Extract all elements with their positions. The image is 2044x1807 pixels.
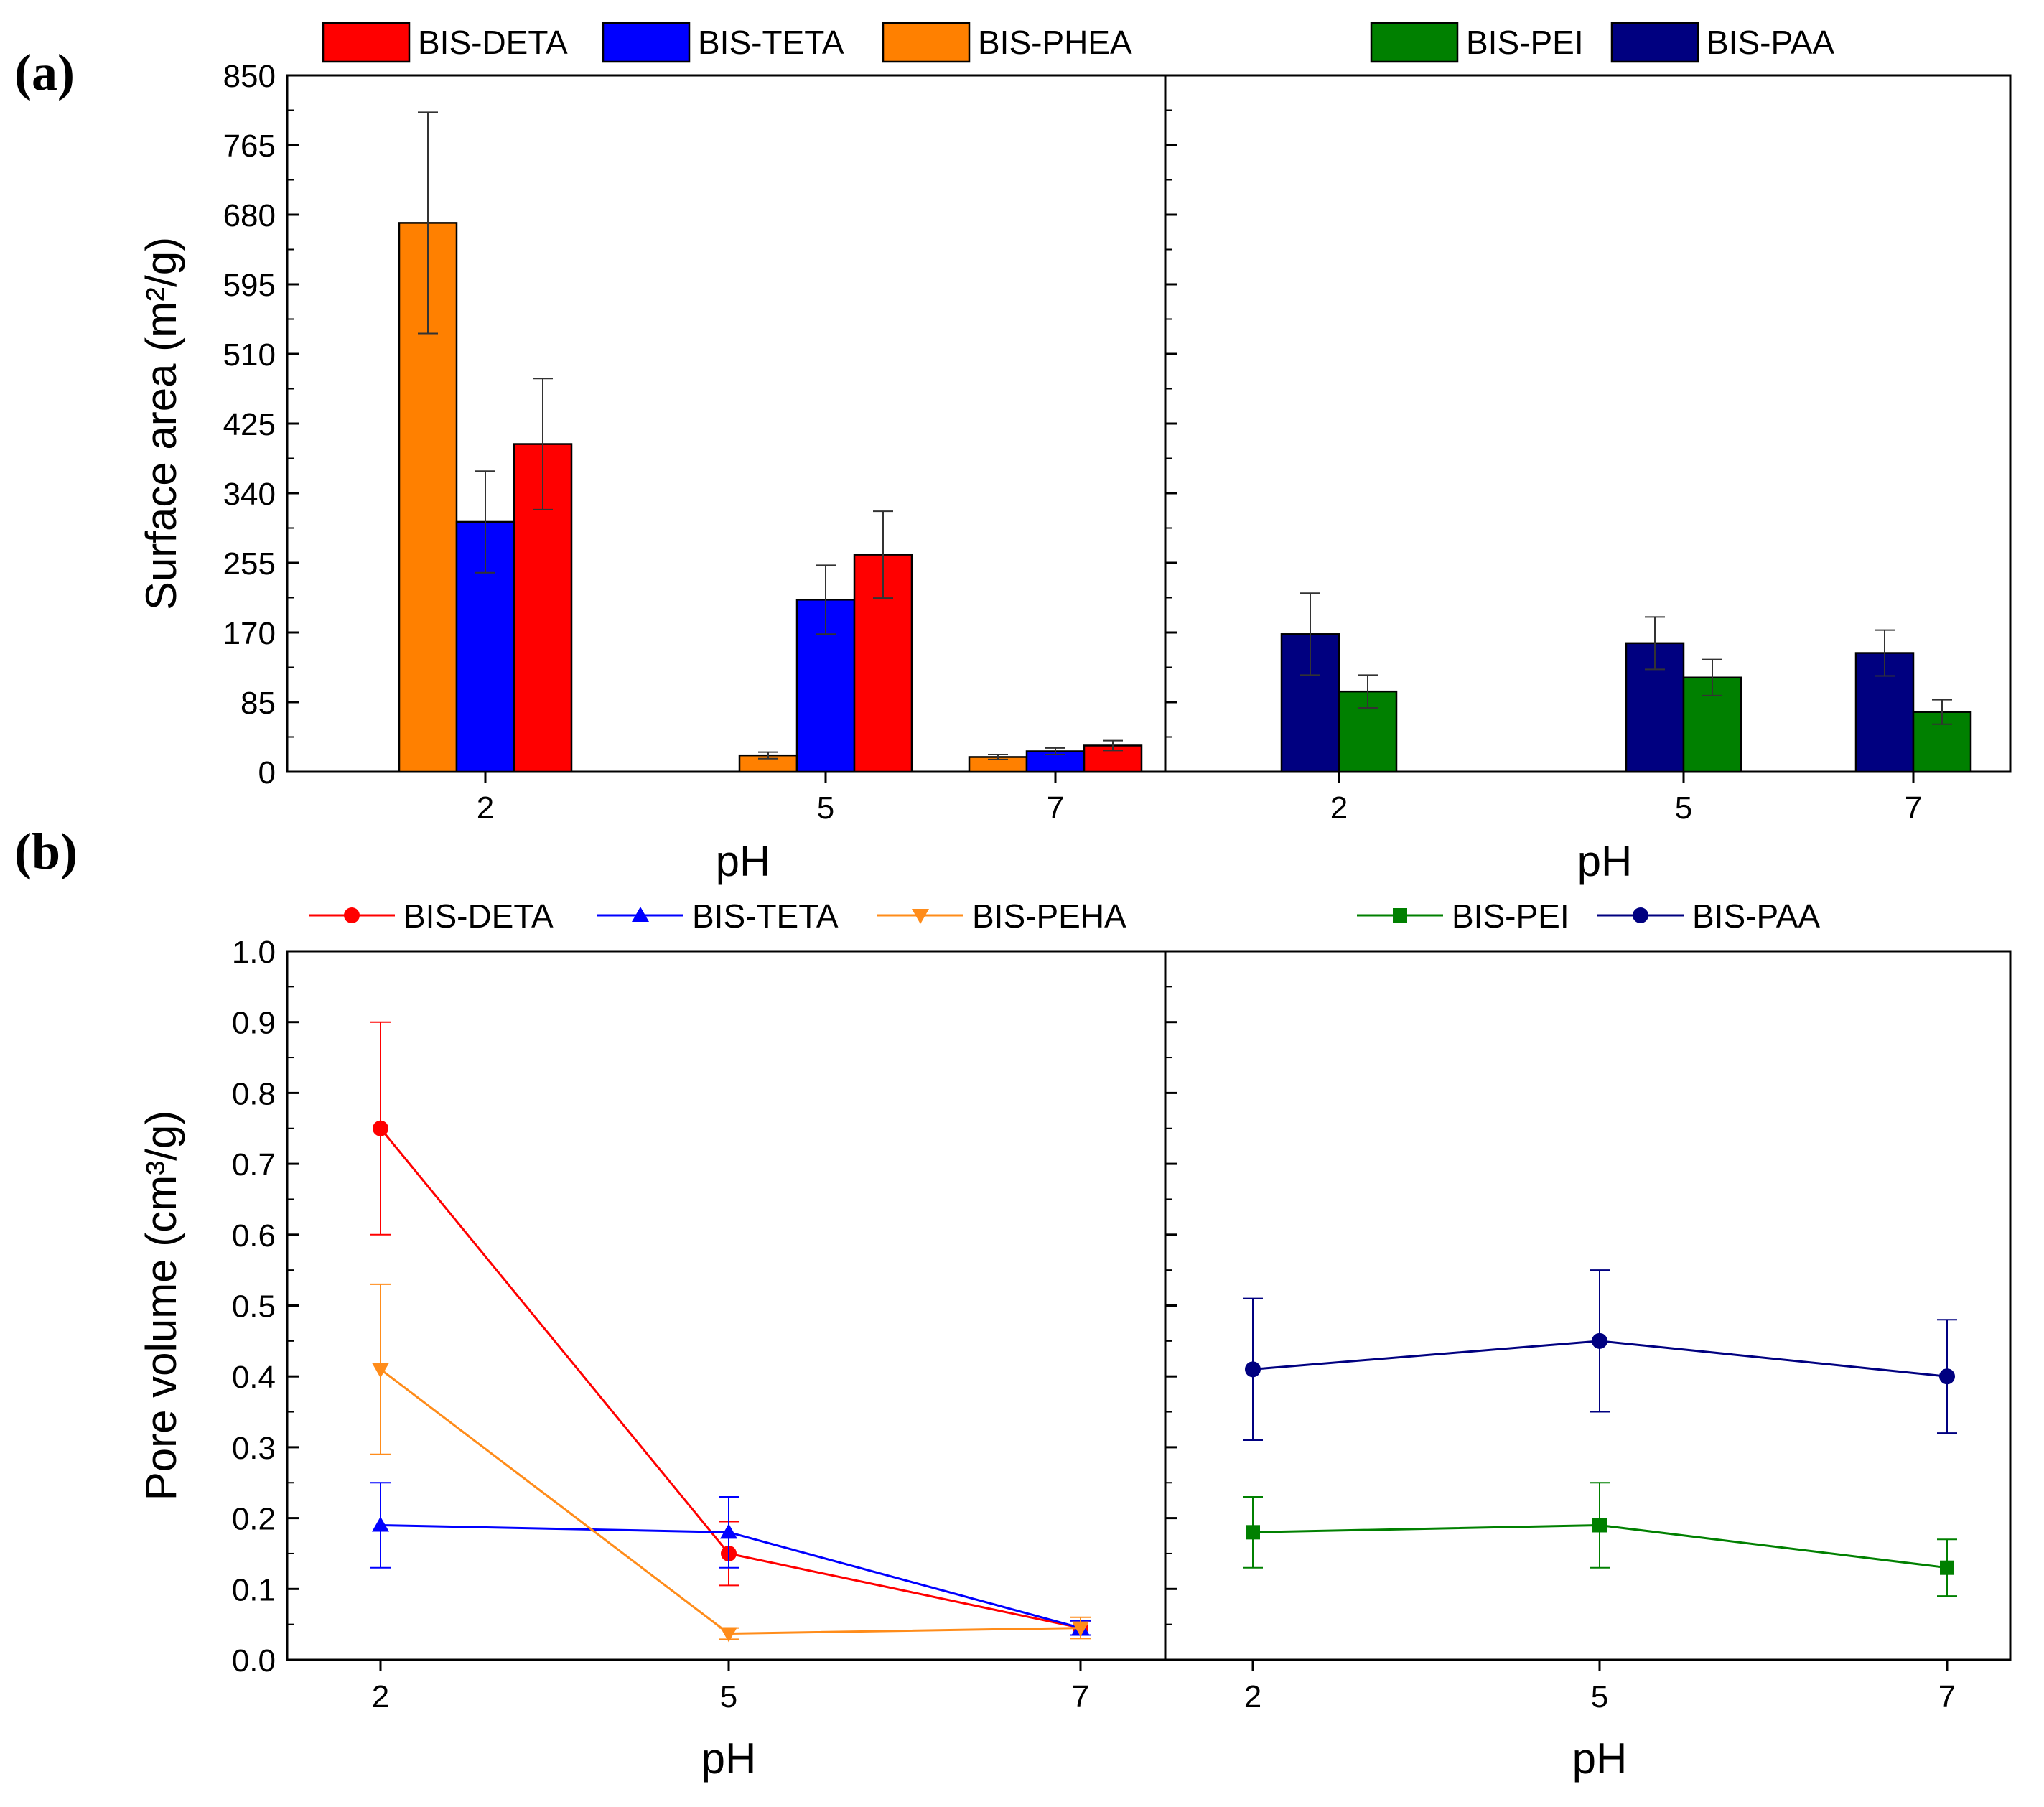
y-tick-label-b: 0.9 [232, 1006, 276, 1041]
legend-label-bis-teta: BIS-TETA [698, 24, 844, 61]
y-tick-label-a: 850 [223, 59, 276, 94]
point-bis-pei-ph5 [1592, 1518, 1607, 1533]
y-tick-label-b: 0.5 [232, 1289, 276, 1325]
y-tick-label-b: 0.1 [232, 1572, 276, 1607]
y-tick-label-a: 765 [223, 129, 276, 164]
bar-bis-deta-ph2 [513, 443, 573, 773]
x-tick-label-b-right: 5 [1591, 1679, 1608, 1714]
y-tick-label-a: 170 [223, 616, 276, 651]
y-axis-title-a: Surface area (m²/g) [137, 237, 185, 610]
y-tick-label-a: 340 [223, 477, 276, 512]
x-tick-label-b-left: 2 [372, 1679, 389, 1714]
x-tick-label-b-right: 2 [1244, 1679, 1261, 1714]
x-tick-label-a-right: 2 [1330, 790, 1348, 826]
legend-swatch-bis-deta [322, 22, 411, 63]
legend-label-bis-pei: BIS-PEI [1452, 897, 1569, 935]
point-bis-pei-ph7 [1940, 1560, 1954, 1575]
legend-marker-bis-pei [1393, 908, 1407, 923]
point-bis-paa-ph2 [1245, 1361, 1261, 1378]
point-bis-peha-ph5 [720, 1627, 737, 1643]
x-axis-title-b-left: pH [701, 1734, 757, 1783]
y-tick-label-b: 1.0 [232, 935, 276, 970]
point-bis-pei-ph2 [1246, 1525, 1260, 1540]
point-bis-paa-ph7 [1939, 1368, 1955, 1385]
x-axis-title-a-left: pH [716, 837, 771, 885]
legend-label-bis-pei: BIS-PEI [1466, 24, 1584, 61]
legend-marker-bis-deta [344, 907, 360, 923]
y-tick-label-b: 0.8 [232, 1076, 276, 1111]
y-tick-label-b: 0.2 [232, 1502, 276, 1537]
point-bis-teta-ph2 [372, 1516, 389, 1532]
point-bis-peha-ph7 [1072, 1621, 1089, 1637]
y-tick-label-a: 680 [223, 198, 276, 233]
x-tick-label-b-right: 7 [1938, 1679, 1956, 1714]
panel-b-label: (b) [14, 823, 78, 880]
point-bis-peha-ph2 [372, 1363, 389, 1378]
point-bis-paa-ph5 [1592, 1332, 1607, 1349]
x-tick-label-a-right: 5 [1675, 790, 1692, 826]
x-tick-label-a-left: 5 [817, 790, 834, 826]
legend-marker-bis-paa [1633, 907, 1648, 923]
legend-marker-bis-peha [912, 909, 929, 924]
y-tick-label-b: 0.0 [232, 1643, 276, 1678]
legend-label-bis-paa: BIS-PAA [1707, 24, 1834, 61]
y-tick-label-a: 510 [223, 337, 276, 373]
legend-label-bis-deta: BIS-DETA [403, 897, 554, 935]
y-tick-label-a: 595 [223, 268, 276, 303]
legend-label-bis-paa: BIS-PAA [1692, 897, 1820, 935]
y-tick-label-a: 85 [241, 686, 276, 721]
x-axis-title-b-right: pH [1572, 1734, 1628, 1783]
y-tick-label-a: 0 [258, 755, 276, 790]
legend-swatch-bis-pei [1370, 22, 1459, 63]
y-tick-label-a: 425 [223, 407, 276, 442]
y-tick-label-b: 0.6 [232, 1218, 276, 1253]
legend-label-bis-phea: BIS-PHEA [978, 24, 1132, 61]
legend-swatch-bis-paa [1610, 22, 1699, 63]
y-tick-label-b: 0.4 [232, 1360, 276, 1395]
x-tick-label-a-right: 7 [1905, 790, 1922, 826]
x-tick-label-b-left: 5 [720, 1679, 737, 1714]
x-axis-title-a-right: pH [1577, 837, 1633, 885]
legend-marker-bis-teta [632, 907, 649, 922]
point-bis-teta-ph5 [720, 1523, 737, 1539]
x-tick-label-a-left: 2 [477, 790, 494, 826]
y-tick-label-b: 0.3 [232, 1431, 276, 1466]
x-tick-label-a-left: 7 [1047, 790, 1064, 826]
y-tick-label-a: 255 [223, 546, 276, 582]
legend-swatch-bis-phea [882, 22, 971, 63]
y-axis-title-b: Pore volume (cm³/g) [137, 1111, 185, 1500]
y-tick-label-b: 0.7 [232, 1147, 276, 1182]
panel-a-label: (a) [14, 44, 75, 101]
x-tick-label-b-left: 7 [1072, 1679, 1089, 1714]
legend-label-bis-peha: BIS-PEHA [972, 897, 1126, 935]
legend-label-bis-teta: BIS-TETA [692, 897, 839, 935]
point-bis-deta-ph2 [373, 1120, 388, 1136]
legend-swatch-bis-teta [602, 22, 691, 63]
legend-label-bis-deta: BIS-DETA [418, 24, 568, 61]
